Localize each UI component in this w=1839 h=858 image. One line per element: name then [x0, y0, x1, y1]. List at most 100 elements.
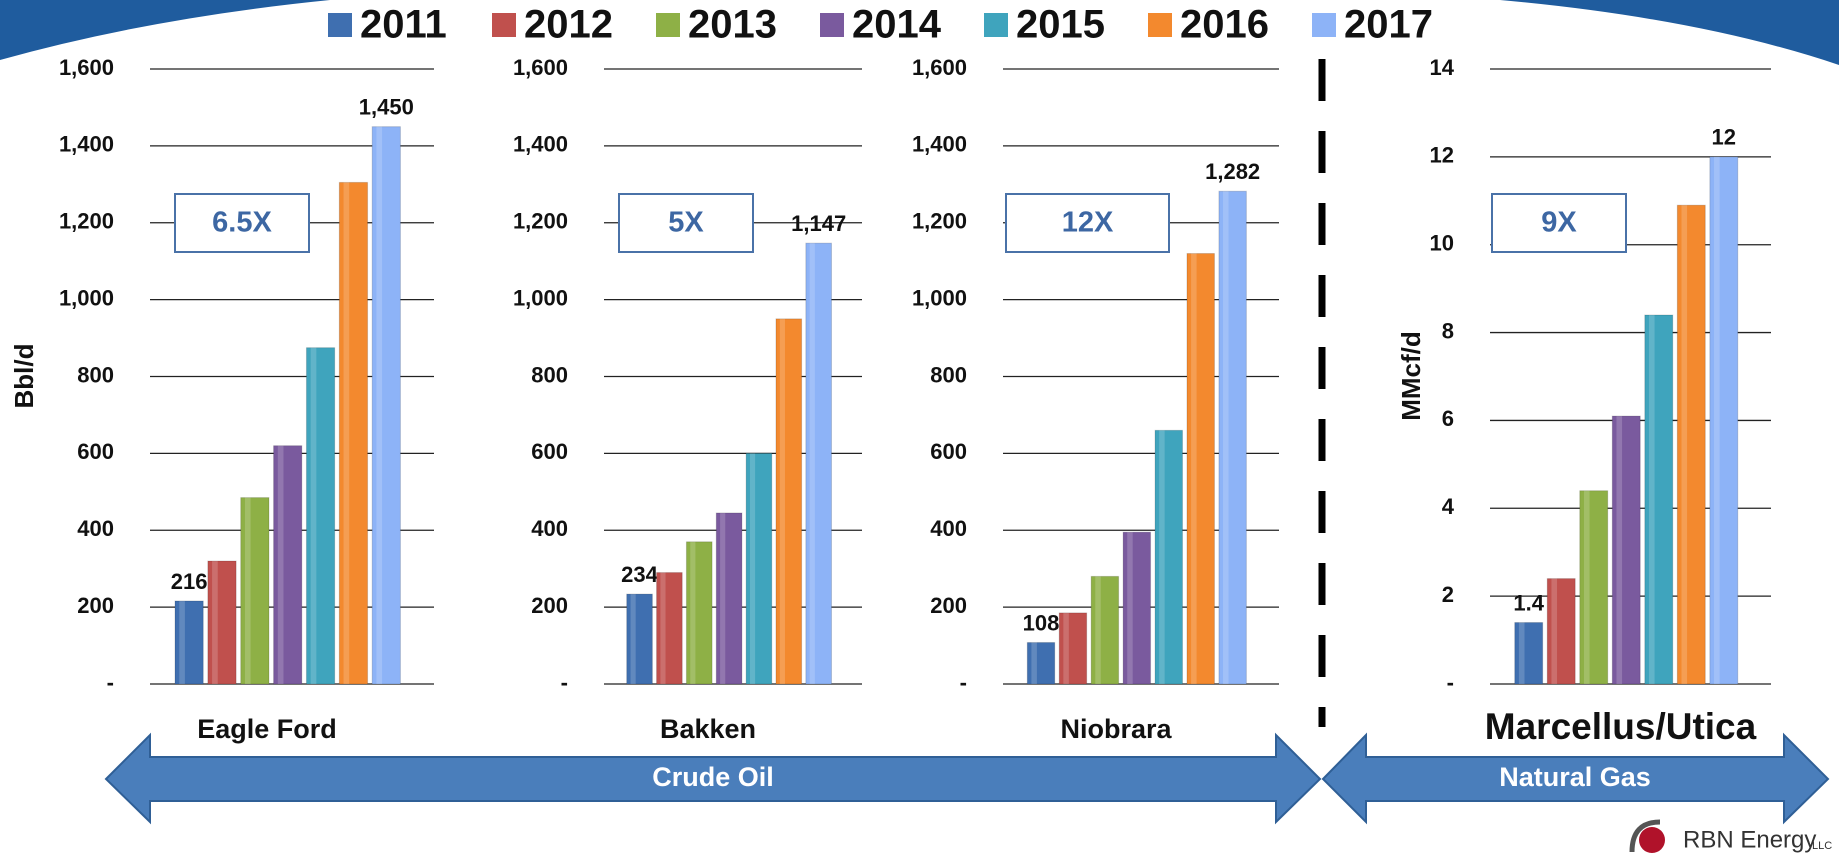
bar [207, 560, 237, 685]
legend-label: 2017 [1344, 3, 1433, 47]
data-label: 108 [1023, 610, 1060, 635]
bar [1514, 622, 1544, 685]
bar [174, 600, 204, 685]
annotation: 12X [1062, 207, 1114, 239]
y-tick-label: - [107, 670, 114, 695]
y-tick-label: 800 [77, 362, 114, 387]
y-tick-label: 2 [1442, 582, 1454, 607]
bar [745, 452, 773, 685]
bar-highlight [1063, 612, 1069, 684]
bar [1218, 190, 1247, 685]
y-tick-label: 200 [531, 593, 568, 618]
data-label: 234 [621, 562, 658, 587]
bar [1026, 641, 1056, 685]
bar-highlight [1518, 622, 1525, 684]
y-tick-label: 1,400 [59, 132, 114, 157]
bar-highlight [1551, 578, 1558, 684]
y-tick-label: 8 [1442, 318, 1454, 343]
bar [1090, 575, 1120, 685]
y-tick-label: 200 [77, 593, 114, 618]
y-tick-label: 800 [930, 362, 967, 387]
bar [1122, 531, 1152, 685]
bar-highlight [1191, 253, 1197, 684]
bar-highlight [1159, 430, 1165, 684]
data-label: 12 [1712, 125, 1736, 150]
bar [1186, 253, 1215, 685]
bar [338, 181, 369, 685]
bar [1709, 156, 1739, 685]
bar [1579, 490, 1609, 685]
y-tick-label: 4 [1442, 494, 1455, 519]
annotation-box [618, 193, 754, 253]
annotation: 6.5X [212, 207, 272, 239]
y-tick-label: 6 [1442, 406, 1454, 431]
group-label: Crude Oil [652, 762, 774, 792]
y-tick-label: 1,000 [59, 285, 114, 310]
annotation: 5X [668, 207, 704, 239]
logo-suffix: LLC [1812, 840, 1832, 852]
group-label: Natural Gas [1499, 762, 1651, 792]
bar [805, 242, 833, 685]
y-tick-label: 600 [77, 439, 114, 464]
bar [1058, 612, 1088, 685]
bar [273, 445, 303, 685]
x-axis-label: Niobrara [1060, 714, 1172, 744]
y-tick-label: 1,200 [59, 209, 114, 234]
bar [775, 318, 803, 685]
legend-label: 2015 [1016, 3, 1105, 47]
bar-highlight [749, 453, 756, 684]
bar-highlight [244, 497, 251, 684]
bar-highlight [179, 600, 185, 684]
y-tick-label: 1,200 [513, 209, 568, 234]
bar-highlight [809, 243, 815, 684]
group-arrow [1321, 732, 1830, 825]
data-label: 1.4 [1513, 590, 1544, 615]
y-tick-label: - [561, 670, 568, 695]
data-label: 1,450 [359, 94, 414, 119]
bar [626, 593, 653, 685]
y-tick-label: 1,600 [59, 55, 114, 80]
y-tick-label: 800 [531, 362, 568, 387]
bar-highlight [1616, 416, 1623, 684]
bar [715, 512, 743, 685]
bar-highlight [690, 541, 696, 684]
bar-highlight [212, 561, 218, 684]
legend-swatch [1148, 13, 1172, 37]
data-label: 1,147 [791, 211, 846, 236]
bar-highlight [1095, 576, 1101, 684]
bar [656, 572, 683, 685]
legend-swatch [492, 13, 516, 37]
x-axis-label: Eagle Ford [197, 714, 337, 744]
y-tick-label: - [960, 670, 967, 695]
bar [1644, 314, 1674, 685]
y-axis-label: Bbl/d [9, 344, 39, 409]
y-tick-label: 400 [77, 516, 114, 541]
y-tick-label: 400 [531, 516, 568, 541]
corner-decoration [0, 0, 330, 60]
bar [685, 541, 713, 685]
legend-label: 2011 [360, 3, 447, 47]
y-tick-label: 14 [1430, 55, 1455, 80]
y-tick-label: 1,000 [912, 285, 967, 310]
y-tick-label: 10 [1430, 231, 1454, 256]
y-tick-label: 1,200 [912, 209, 967, 234]
legend-swatch [328, 13, 352, 37]
x-axis-label: Bakken [660, 714, 756, 744]
y-tick-label: 1,000 [513, 285, 568, 310]
y-tick-label: 1,400 [912, 132, 967, 157]
legend-swatch [820, 13, 844, 37]
group-arrow [104, 732, 1322, 825]
annotation: 9X [1541, 207, 1577, 239]
bar-highlight [660, 572, 666, 684]
bar-highlight [343, 182, 350, 684]
bar-highlight [277, 445, 284, 684]
y-tick-label: 200 [930, 593, 967, 618]
y-tick-label: 600 [930, 439, 967, 464]
logo-mark [1639, 827, 1665, 853]
y-tick-label: 1,400 [513, 132, 568, 157]
legend-label: 2016 [1180, 3, 1269, 47]
y-tick-label: 400 [930, 516, 967, 541]
bar [1154, 429, 1184, 685]
bar [240, 497, 270, 685]
